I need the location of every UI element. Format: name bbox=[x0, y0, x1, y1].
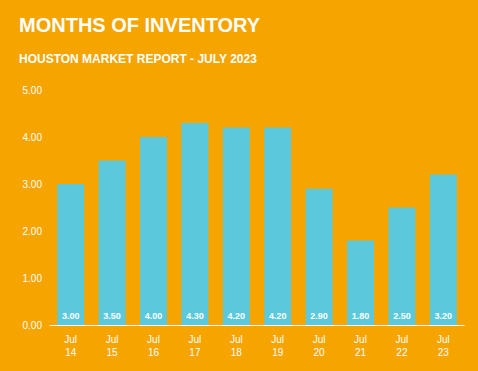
svg-text:3.50: 3.50 bbox=[103, 311, 121, 321]
svg-text:Jul: Jul bbox=[147, 334, 160, 345]
svg-text:Jul: Jul bbox=[106, 334, 119, 345]
svg-text:2.90: 2.90 bbox=[310, 311, 328, 321]
svg-text:MONTHS OF INVENTORY: MONTHS OF INVENTORY bbox=[19, 14, 261, 36]
svg-text:4.00: 4.00 bbox=[23, 132, 43, 143]
svg-text:16: 16 bbox=[148, 347, 160, 358]
svg-text:5.00: 5.00 bbox=[23, 85, 43, 96]
svg-text:Jul: Jul bbox=[189, 334, 202, 345]
svg-text:4.20: 4.20 bbox=[228, 311, 246, 321]
svg-text:22: 22 bbox=[396, 347, 408, 358]
svg-text:21: 21 bbox=[355, 347, 367, 358]
svg-text:Jul: Jul bbox=[437, 334, 450, 345]
svg-text:20: 20 bbox=[314, 347, 326, 358]
svg-text:2.50: 2.50 bbox=[393, 311, 411, 321]
svg-text:Jul: Jul bbox=[313, 334, 326, 345]
svg-text:17: 17 bbox=[189, 347, 201, 358]
svg-text:19: 19 bbox=[272, 347, 284, 358]
svg-text:4.30: 4.30 bbox=[186, 311, 204, 321]
svg-text:3.20: 3.20 bbox=[435, 311, 453, 321]
svg-text:23: 23 bbox=[438, 347, 450, 358]
svg-text:HOUSTON MARKET REPORT - JULY 2: HOUSTON MARKET REPORT - JULY 2023 bbox=[19, 52, 257, 66]
svg-text:0.00: 0.00 bbox=[23, 320, 43, 331]
svg-text:2.00: 2.00 bbox=[23, 226, 43, 237]
svg-text:3.00: 3.00 bbox=[23, 179, 43, 190]
svg-text:Jul: Jul bbox=[396, 334, 409, 345]
svg-text:15: 15 bbox=[107, 347, 119, 358]
svg-text:Jul: Jul bbox=[271, 334, 284, 345]
svg-text:14: 14 bbox=[65, 347, 77, 358]
svg-text:Jul: Jul bbox=[64, 334, 77, 345]
svg-text:1.00: 1.00 bbox=[23, 273, 43, 284]
svg-text:1.80: 1.80 bbox=[352, 311, 370, 321]
svg-text:3.00: 3.00 bbox=[62, 311, 80, 321]
svg-text:4.20: 4.20 bbox=[269, 311, 287, 321]
svg-text:Jul: Jul bbox=[230, 334, 243, 345]
svg-text:Jul: Jul bbox=[354, 334, 367, 345]
svg-text:4.00: 4.00 bbox=[145, 311, 163, 321]
svg-text:18: 18 bbox=[231, 347, 243, 358]
